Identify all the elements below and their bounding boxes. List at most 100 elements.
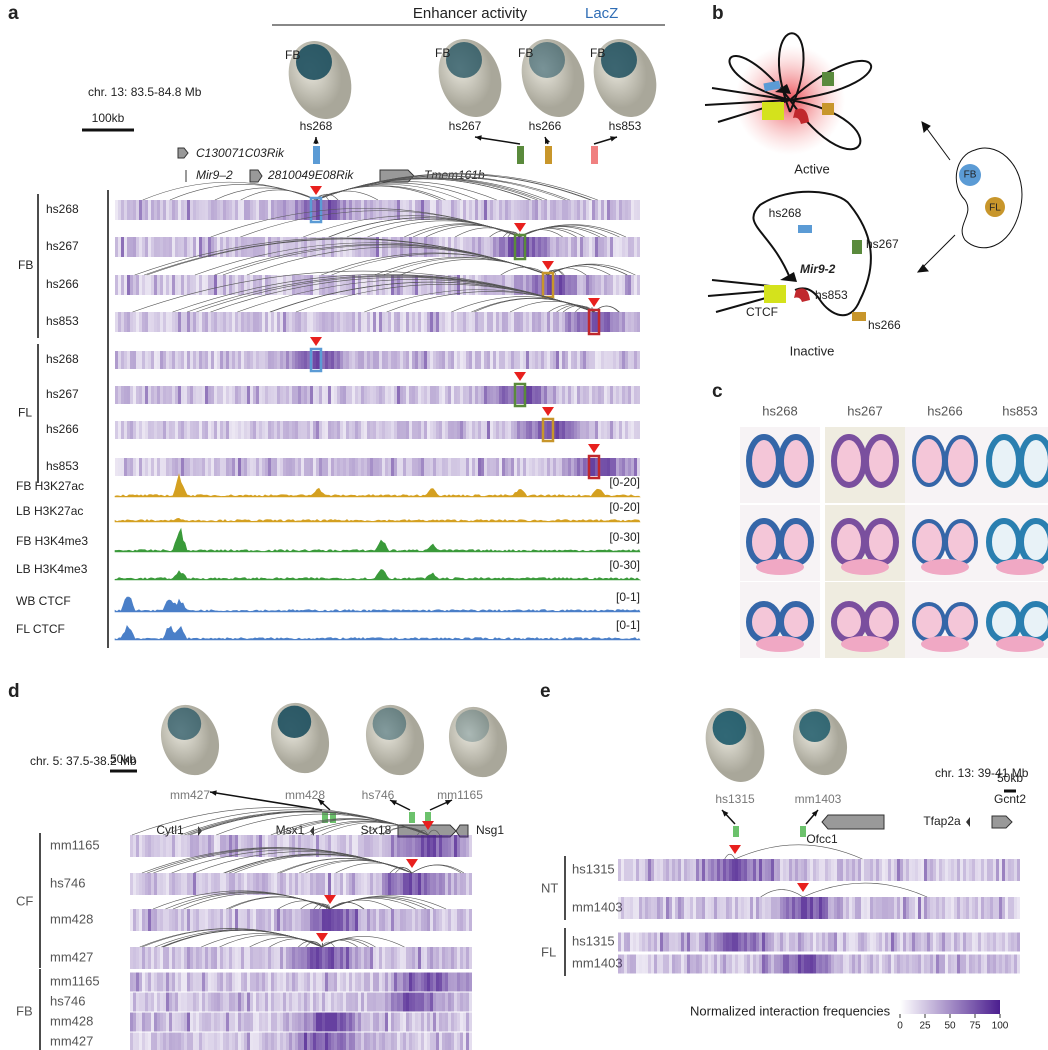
section [944,602,978,642]
heatmap-stripe [388,909,391,931]
panel-label: a [8,3,19,24]
heatmap-stripe [460,458,463,476]
heatmap-stripe [253,972,256,992]
heatmap-stripe [280,421,283,439]
heatmap-stripe [274,947,277,969]
heatmap-stripe [780,897,783,919]
heatmap-stripe [361,312,364,332]
heatmap-stripe [295,1012,298,1032]
heatmap-stripe [307,972,310,992]
heatmap-stripe [412,421,415,439]
heatmap-stripe [232,312,235,332]
heatmap-stripe [828,954,831,974]
heatmap-stripe [232,275,235,295]
heatmap-stripe [598,275,601,295]
heatmap-stripe [445,1012,448,1032]
heatmap-stripe [130,873,133,895]
heatmap-stripe [172,873,175,895]
heatmap-stripe [286,421,289,439]
heatmap-stripe [750,954,753,974]
heatmap-stripe [142,351,145,369]
heatmap-stripe [400,351,403,369]
heatmap-stripe [705,954,708,974]
heatmap-stripe [550,275,553,295]
heatmap-stripe [873,859,876,881]
heatmap-stripe [553,237,556,257]
heatmap-stripe [1008,897,1011,919]
heatmap-stripe [454,1012,457,1032]
heatmap-stripe [256,200,259,220]
heatmap-stripe [475,421,478,439]
heatmap-stripe [975,897,978,919]
heatmap-stripe [301,200,304,220]
heatmap-stripe [301,351,304,369]
heatmap-stripe [648,932,651,952]
heatmap-stripe [325,312,328,332]
heatmap-stripe [906,932,909,952]
heatmap-stripe [148,237,151,257]
heatmap-stripe [547,386,550,404]
heatmap-stripe [187,835,190,857]
heatmap-stripe [391,351,394,369]
heatmap-stripe [193,458,196,476]
heatmap-stripe [616,386,619,404]
heatmap-stripe [229,386,232,404]
heatmap-stripe [190,873,193,895]
heatmap-stripe [400,1012,403,1032]
heatmap-stripe [151,1032,154,1050]
heatmap-stripe [885,932,888,952]
heatmap-stripe [166,909,169,931]
heatmap-stripe [882,954,885,974]
heatmap-stripe [630,897,633,919]
enhancer-label: mm428 [285,788,325,802]
heatmap-stripe [262,237,265,257]
heatmap-stripe [610,312,613,332]
heatmap-stripe [220,200,223,220]
heatmap-stripe [235,1012,238,1032]
heatmap-stripe [726,859,729,881]
heatmap-stripe [690,859,693,881]
heatmap-stripe [858,897,861,919]
heatmap-stripe [406,421,409,439]
heatmap-stripe [160,1012,163,1032]
heatmap-stripe [301,909,304,931]
heatmap-stripe [999,932,1002,952]
heatmap-stripe [568,421,571,439]
heatmap-stripe [217,275,220,295]
track-label: mm1403 [572,955,623,970]
heatmap-stripe [307,1012,310,1032]
heatmap-stripe [268,421,271,439]
heatmap-stripe [259,947,262,969]
heatmap-stripe [196,873,199,895]
heatmap-stripe [418,835,421,857]
heatmap-stripe [768,932,771,952]
heatmap-stripe [1014,897,1017,919]
heatmap-stripe [301,312,304,332]
heatmap-stripe [843,954,846,974]
heatmap-stripe [355,835,358,857]
heatmap-stripe [565,312,568,332]
heatmap-stripe [472,421,475,439]
heatmap-stripe [675,897,678,919]
heatmap-stripe [568,312,571,332]
heatmap-stripe [283,972,286,992]
heatmap-stripe [325,237,328,257]
heatmap-stripe [316,458,319,476]
heatmap-stripe [786,859,789,881]
heatmap-stripe [436,351,439,369]
heatmap-stripe [373,1012,376,1032]
heatmap-stripe [364,200,367,220]
heatmap-stripe [382,835,385,857]
heatmap-stripe [382,1012,385,1032]
heatmap-stripe [580,386,583,404]
heatmap-stripe [349,421,352,439]
heatmap-stripe [220,873,223,895]
arrow-head [722,810,729,817]
heatmap-stripe [379,1012,382,1032]
heatmap-stripe [328,972,331,992]
track-label: mm428 [50,911,93,926]
heatmap-stripe [283,873,286,895]
track-label: hs268 [46,352,79,366]
heatmap-stripe [433,909,436,931]
heatmap-stripe [364,1032,367,1050]
